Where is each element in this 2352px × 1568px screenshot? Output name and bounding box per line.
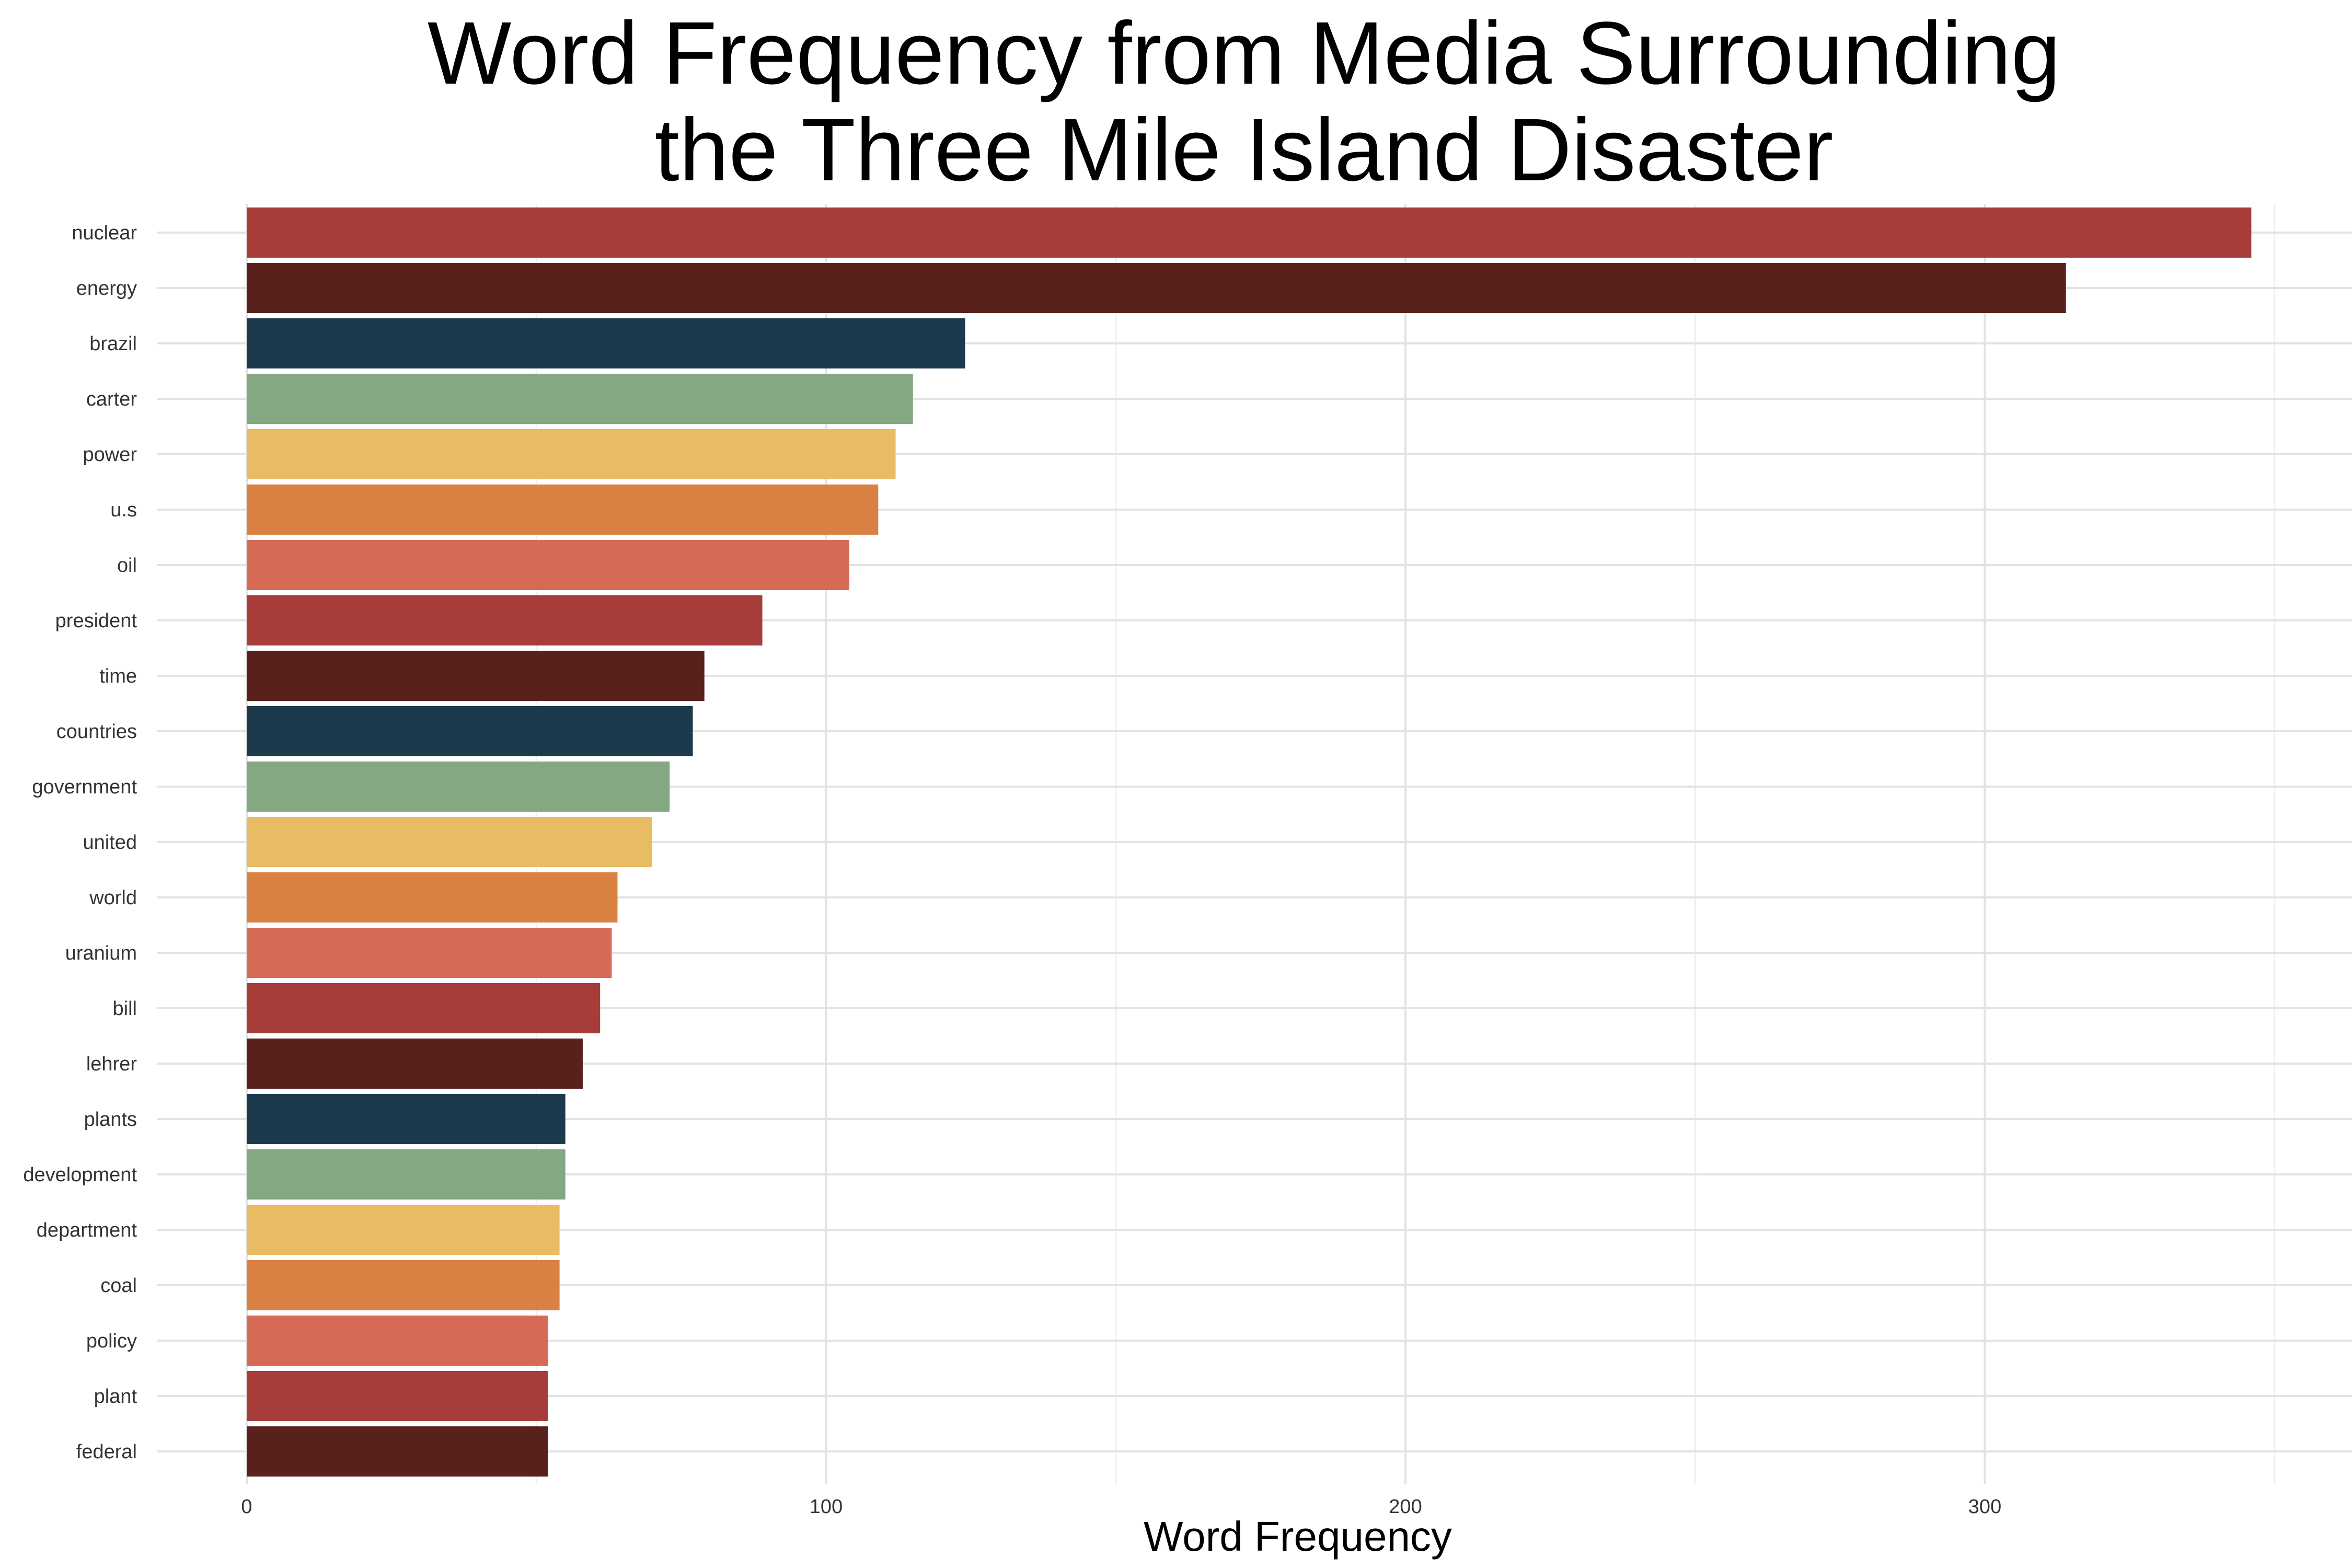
bar-uranium (247, 928, 612, 978)
bar-federal (247, 1426, 548, 1477)
chart-title-line-1: Word Frequency from Media Surrounding (427, 4, 2061, 103)
bar-plants (247, 1094, 566, 1144)
y-tick-label: time (99, 665, 137, 687)
y-tick-label: development (23, 1164, 137, 1186)
bar-president (247, 595, 763, 645)
bar-policy (247, 1316, 548, 1366)
bar-countries (247, 706, 693, 756)
y-tick-label: government (32, 776, 137, 798)
bar-time (247, 651, 705, 701)
y-tick-label: brazil (89, 333, 137, 355)
y-tick-label: coal (100, 1275, 137, 1297)
bar-government (247, 762, 670, 812)
bar-united (247, 817, 652, 867)
y-tick-label: federal (76, 1441, 137, 1463)
chart-title: Word Frequency from Media Surrounding th… (0, 5, 2352, 199)
y-tick-label: energy (76, 278, 137, 299)
bar-nuclear (247, 207, 2252, 258)
chart-title-line-2: the Three Mile Island Disaster (654, 100, 1834, 200)
y-tick-label: lehrer (86, 1053, 137, 1075)
y-tick-label: president (55, 610, 137, 632)
bar-lehrer (247, 1039, 583, 1089)
x-axis-title: Word Frequency (1144, 1513, 1452, 1560)
bar-carter (247, 374, 913, 424)
x-tick-labels: 0 100 200 300 (241, 1496, 2001, 1518)
x-tick-label: 0 (241, 1496, 252, 1518)
bars (247, 207, 2252, 1477)
x-tick-label: 200 (1389, 1496, 1422, 1518)
y-tick-label: oil (117, 555, 137, 577)
y-tick-label: bill (113, 998, 137, 1020)
bar-department (247, 1205, 560, 1255)
y-tick-label: department (37, 1219, 137, 1241)
bar-bill (247, 983, 601, 1033)
y-tick-label: u.s (110, 499, 137, 521)
y-tick-label: plants (84, 1109, 137, 1131)
y-tick-label: countries (56, 721, 137, 743)
y-tick-label: uranium (65, 942, 137, 964)
bar-brazil (247, 318, 965, 368)
y-tick-label: policy (86, 1330, 137, 1352)
y-tick-labels: nuclear energy brazil carter power u.s oil pres… (23, 222, 137, 1463)
y-tick-label: power (83, 444, 137, 466)
bar-development (247, 1149, 566, 1200)
bar-power (247, 429, 896, 479)
y-tick-label: plant (94, 1386, 137, 1408)
bar-plant (247, 1371, 548, 1421)
bar-energy (247, 263, 2066, 313)
bar-world (247, 872, 618, 923)
y-tick-label: world (89, 887, 137, 909)
x-tick-label: 100 (810, 1496, 843, 1518)
x-tick-label: 300 (1968, 1496, 2001, 1518)
bar-oil (247, 540, 849, 590)
y-tick-label: united (83, 832, 137, 854)
bar-coal (247, 1260, 560, 1310)
y-tick-label: carter (86, 388, 137, 410)
y-tick-label: nuclear (72, 222, 137, 244)
grid-lines (157, 204, 2352, 1484)
bar-u-s (247, 485, 879, 535)
